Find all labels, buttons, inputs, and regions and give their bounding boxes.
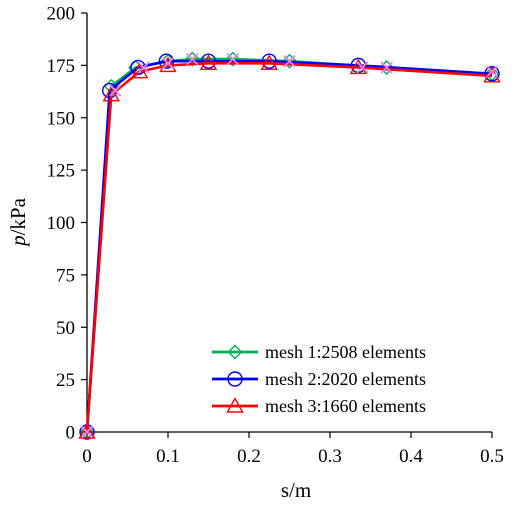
x-axis-title: s/m [281, 478, 311, 502]
series-point [159, 56, 177, 73]
legend-marker [227, 344, 243, 360]
x-tick-label: 0 [82, 446, 92, 467]
series-line [85, 59, 493, 433]
series-point [184, 51, 200, 67]
series-layer [78, 51, 501, 440]
series-point [186, 52, 199, 66]
y-tick-label: 75 [56, 265, 75, 286]
y-tick-label: 50 [56, 318, 75, 339]
series-point [485, 65, 499, 78]
x-tick-label: 0.2 [237, 446, 261, 467]
series-point [226, 52, 239, 66]
series-point [356, 61, 369, 74]
series-point [158, 53, 175, 69]
legend-marker [226, 397, 244, 413]
y-tick-label: 175 [47, 56, 76, 77]
y-axis-title: p/kPa [6, 197, 30, 248]
x-tick-label: 0.3 [318, 446, 342, 467]
series-point [282, 53, 297, 69]
y-tick-label: 150 [47, 108, 76, 129]
legend-entry: mesh 3:1660 elements [212, 396, 426, 416]
x-tick-label: 0.4 [399, 446, 423, 467]
y-tick-label: 25 [56, 370, 75, 391]
axes: 0 25 50 75 100 125 150 175 200 0 0.1 0.2 0.3 0.4 0.5 [47, 4, 504, 468]
x-tick-label: 0.1 [156, 446, 180, 467]
legend-label: mesh 2:2020 elements [265, 369, 426, 389]
legend-label: mesh 3:1660 elements [265, 396, 426, 416]
legend-entry: mesh 2:2020 elements [212, 369, 426, 389]
series-point [161, 57, 175, 70]
series-point [137, 61, 150, 74]
y-tick-label: 0 [66, 423, 76, 444]
series-point [80, 425, 94, 439]
series-point [379, 59, 395, 75]
series-point [200, 53, 217, 69]
series-point [260, 54, 278, 70]
series-point [102, 85, 120, 102]
series-point [283, 55, 296, 68]
legend-entry: mesh 1:2508 elements [212, 342, 426, 362]
series-point [130, 62, 149, 79]
y-axis-title-unit: /kPa [6, 197, 30, 235]
series-point [261, 53, 277, 69]
y-tick-label: 100 [47, 213, 76, 234]
series-point [484, 66, 500, 82]
y-tick-label: 200 [47, 4, 76, 25]
legend-label: mesh 1:2508 elements [265, 342, 426, 362]
series-4 [80, 52, 499, 439]
series-point [199, 54, 218, 70]
y-axis-title-symbol: p [6, 235, 30, 248]
x-tick-label: 0.5 [480, 446, 504, 467]
series-point [78, 423, 96, 439]
y-tick-label: 125 [47, 161, 76, 182]
series-point [380, 61, 393, 74]
series-point [225, 51, 241, 67]
legend: mesh 1:2508 elements mesh 2:2020 elements… [212, 342, 426, 416]
series-point [109, 84, 122, 97]
legend-marker [227, 371, 243, 387]
